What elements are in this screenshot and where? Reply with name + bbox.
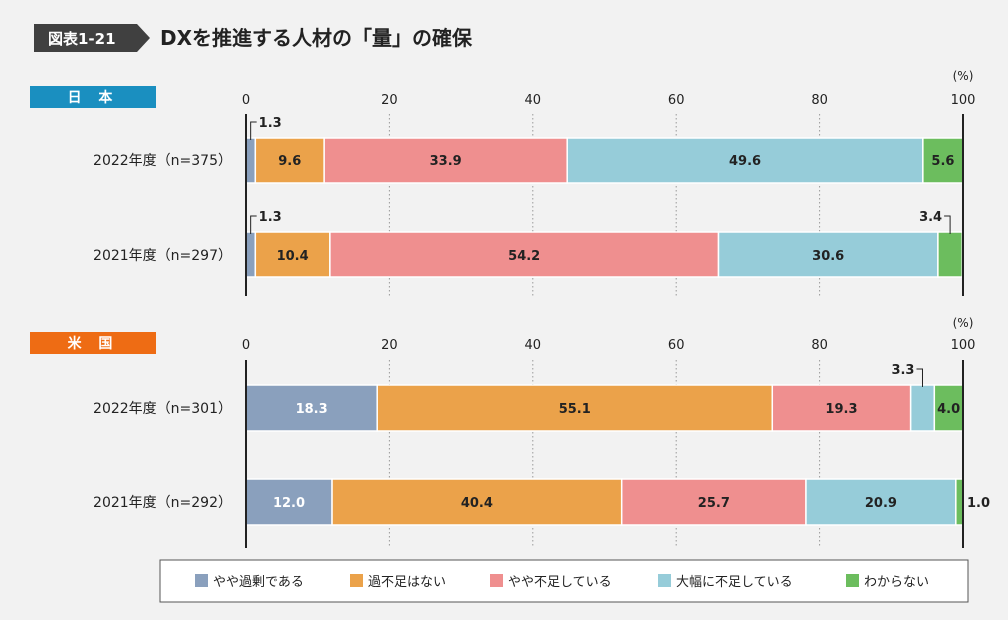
x-tick-label: 0 bbox=[242, 338, 250, 353]
callout-line bbox=[250, 215, 257, 234]
category-label: 2021年度（n=292） bbox=[93, 495, 232, 511]
bar-segment bbox=[909, 384, 936, 432]
legend-swatch bbox=[490, 574, 503, 587]
legend-swatch bbox=[195, 574, 208, 587]
x-tick-label: 20 bbox=[381, 93, 398, 108]
data-label: 10.4 bbox=[277, 249, 309, 264]
data-label: 49.6 bbox=[729, 154, 761, 169]
unit-label: (%) bbox=[953, 316, 974, 330]
data-label: 55.1 bbox=[559, 402, 591, 417]
x-tick-label: 80 bbox=[811, 338, 828, 353]
data-label: 30.6 bbox=[812, 249, 844, 264]
bar-segment bbox=[805, 478, 957, 526]
x-tick-label: 60 bbox=[668, 338, 685, 353]
data-label: 1.3 bbox=[259, 210, 282, 225]
data-label: 5.6 bbox=[931, 154, 954, 169]
data-label: 12.0 bbox=[273, 496, 305, 511]
region-tag-us-label: 米 国 bbox=[68, 335, 119, 352]
data-label: 19.3 bbox=[825, 402, 857, 417]
bar-segment bbox=[933, 384, 964, 432]
x-tick-label: 0 bbox=[242, 93, 250, 108]
legend: やや過剰である 過不足はない やや不足している 大幅に不足している わからない bbox=[159, 559, 969, 603]
x-tick-label: 100 bbox=[951, 93, 976, 108]
figure-header: 図表1-21 DXを推進する人材の「量」の確保 bbox=[34, 24, 473, 52]
data-label: 54.2 bbox=[508, 249, 540, 264]
bar-segment bbox=[245, 231, 257, 278]
legend-label: 大幅に不足している bbox=[676, 575, 793, 590]
bar-segment bbox=[254, 137, 325, 184]
data-label: 1.0 bbox=[967, 496, 990, 511]
x-tick-label: 100 bbox=[951, 338, 976, 353]
legend-label: やや過剰である bbox=[213, 575, 304, 590]
legend-label: 過不足はない bbox=[368, 575, 446, 590]
data-label: 20.9 bbox=[865, 496, 897, 511]
chart-panel-japan: 0 20 40 60 80 100 (%) 2022年度（n=375） 1.3 9.6 33.9 49… bbox=[93, 69, 975, 296]
legend-frame bbox=[159, 559, 969, 603]
callout-line bbox=[916, 368, 923, 387]
data-label: 3.4 bbox=[919, 210, 942, 225]
bar-segment bbox=[329, 231, 720, 278]
x-tick-label: 40 bbox=[525, 93, 542, 108]
x-tick-label: 20 bbox=[381, 338, 398, 353]
legend-swatch bbox=[846, 574, 859, 587]
category-label: 2022年度（n=375） bbox=[93, 153, 232, 169]
category-label: 2022年度（n=301） bbox=[93, 401, 232, 417]
data-label: 33.9 bbox=[430, 154, 462, 169]
region-tag-us-bg bbox=[30, 332, 156, 354]
bar-segment bbox=[620, 478, 807, 526]
callout-line bbox=[944, 215, 951, 234]
page-title: DXを推進する人材の「量」の確保 bbox=[160, 26, 473, 50]
data-label: 1.3 bbox=[259, 116, 282, 131]
bar-segment bbox=[955, 478, 964, 526]
data-label: 40.4 bbox=[461, 496, 493, 511]
bar-segment bbox=[254, 231, 331, 278]
figure-label-tag bbox=[34, 24, 150, 52]
legend-items: やや過剰である 過不足はない やや不足している 大幅に不足している わからない bbox=[195, 574, 929, 590]
x-tick-label: 60 bbox=[668, 93, 685, 108]
bar-segment bbox=[771, 384, 912, 432]
legend-label: わからない bbox=[864, 575, 929, 590]
bar-segment bbox=[331, 478, 623, 526]
callout-line bbox=[250, 121, 257, 140]
category-label: 2021年度（n=297） bbox=[93, 248, 232, 264]
chart-panel-us: 0 20 40 60 80 100 (%) 2022年度（n=301） 18.3 55.1 19.3… bbox=[93, 316, 990, 548]
data-label: 9.6 bbox=[278, 154, 301, 169]
x-tick-label: 80 bbox=[811, 93, 828, 108]
bar-segment bbox=[245, 137, 257, 184]
x-tick-label: 40 bbox=[525, 338, 542, 353]
region-tag-japan-label: 日 本 bbox=[68, 89, 119, 106]
legend-swatch bbox=[658, 574, 671, 587]
unit-label: (%) bbox=[953, 69, 974, 83]
region-tag-japan-bg bbox=[30, 86, 156, 108]
legend-label: やや不足している bbox=[508, 575, 612, 590]
region-tag-us: 米 国 bbox=[30, 332, 156, 354]
bar-segment bbox=[937, 231, 964, 278]
data-label: 25.7 bbox=[698, 496, 730, 511]
region-tag-japan: 日 本 bbox=[30, 86, 156, 108]
figure-label: 図表1-21 bbox=[48, 30, 116, 48]
data-label: 3.3 bbox=[891, 363, 914, 378]
legend-swatch bbox=[350, 574, 363, 587]
data-label: 18.3 bbox=[296, 402, 328, 417]
bar-segment bbox=[922, 137, 964, 184]
data-label: 4.0 bbox=[937, 402, 960, 417]
